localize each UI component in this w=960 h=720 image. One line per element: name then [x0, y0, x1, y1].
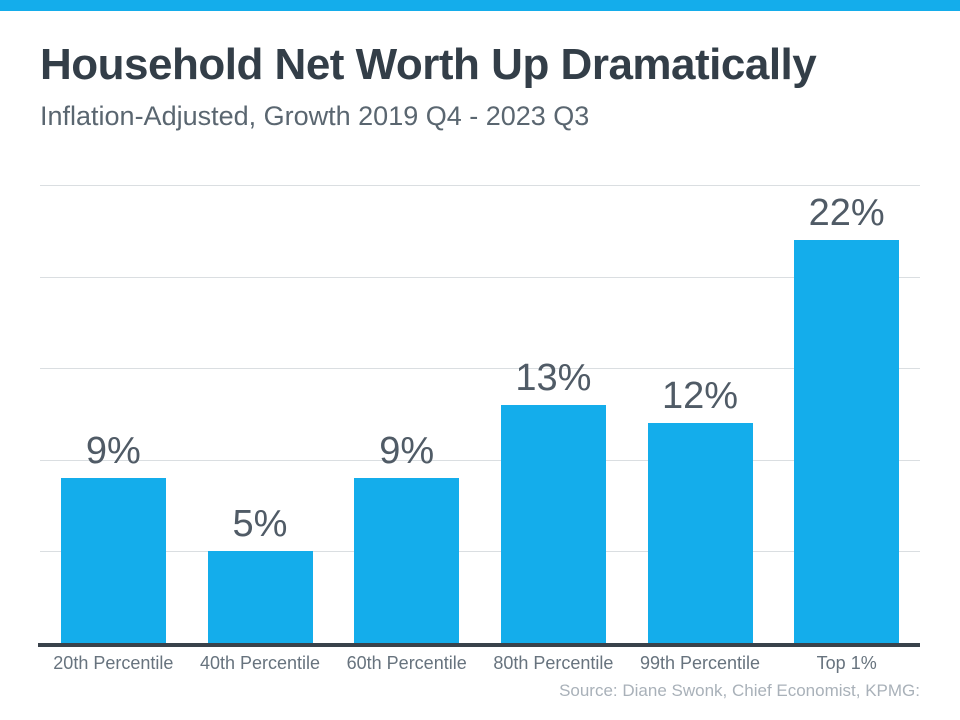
value-label-60th-percentile: 9%	[379, 430, 435, 473]
bars-row: 9% 5% 9% 13% 12% 22%	[40, 185, 920, 643]
bar-slot-40th-percentile: 5%	[187, 185, 334, 643]
x-axis-line	[38, 643, 920, 647]
gridline-15pct	[40, 368, 920, 370]
bar-slot-20th-percentile: 9%	[40, 185, 187, 643]
value-label-top-1: 22%	[808, 191, 885, 234]
x-tick-label-60th-percentile: 60th Percentile	[346, 653, 467, 673]
bar-slot-99th-percentile: 12%	[627, 185, 774, 643]
x-tick-label-20th-percentile: 20th Percentile	[53, 653, 174, 673]
bar-80th-percentile	[500, 404, 606, 643]
bar-slot-60th-percentile: 9%	[333, 185, 480, 643]
gridline-25pct	[40, 185, 920, 186]
bar-40th-percentile	[207, 551, 313, 643]
x-tick-label-99th-percentile: 99th Percentile	[639, 653, 761, 673]
bar-top-1	[794, 239, 900, 643]
bar-20th-percentile	[60, 478, 166, 643]
accent-top-strip	[0, 0, 960, 11]
x-tick-label-80th-percentile: 80th Percentile	[493, 653, 614, 673]
x-tick-label-top-1: Top 1%	[816, 653, 877, 673]
bar-chart-plot-area: 9% 5% 9% 13% 12% 22%	[40, 185, 920, 643]
bar-slot-80th-percentile: 13%	[480, 185, 627, 643]
value-label-20th-percentile: 9%	[85, 430, 141, 473]
value-label-99th-percentile: 12%	[661, 375, 739, 418]
chart-title: Household Net Worth Up Dramatically	[40, 40, 817, 89]
bar-slot-top-1: 22%	[773, 185, 920, 643]
gridline-5pct	[40, 551, 920, 553]
bar-99th-percentile	[647, 423, 753, 643]
gridline-10pct	[40, 459, 920, 461]
bar-60th-percentile	[354, 478, 460, 643]
chart-subtitle: Inflation-Adjusted, Growth 2019 Q4 - 202…	[40, 101, 590, 131]
value-label-40th-percentile: 5%	[232, 503, 288, 546]
gridline-20pct	[40, 276, 920, 278]
x-axis-labels: 20th Percentile 40th Percentile 60th Perce…	[40, 653, 920, 674]
x-tick-label-40th-percentile: 40th Percentile	[199, 653, 321, 673]
source-attribution: Source: Diane Swonk, Chief Economist, KP…	[559, 681, 920, 700]
value-label-80th-percentile: 13%	[515, 356, 592, 399]
